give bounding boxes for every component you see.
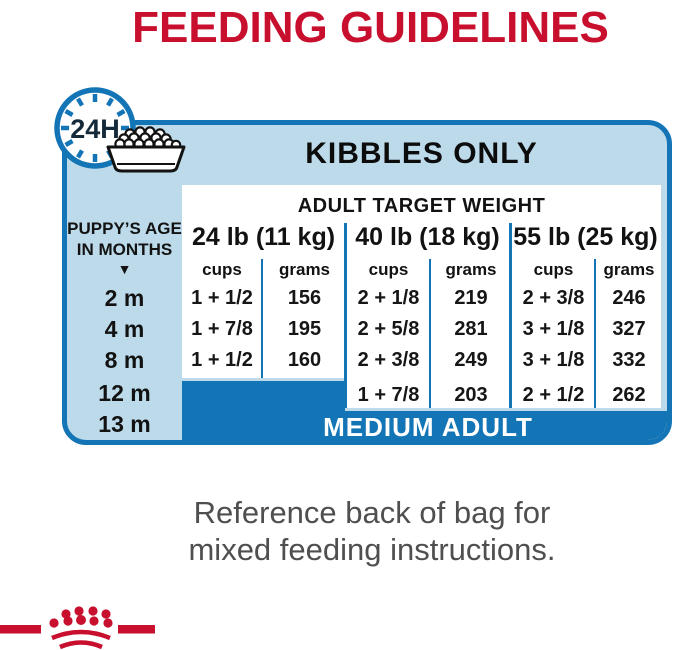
royal-canin-crown-logo [0,606,155,650]
unit-header-grams: grams [603,260,655,279]
weight-group-header-24lb: 24 lb (11 kg) [191,223,336,251]
table-cell: 281 [454,318,488,340]
table-cell: 2 + 5/8 [357,318,420,340]
age-row-label: 13 m [98,411,151,437]
grid-panel-40lb [345,185,510,408]
table-cell: 2 + 3/8 [522,287,585,309]
medium-adult-band [182,381,345,440]
table-cell: 1 + 1/2 [191,287,253,309]
column-divider [344,223,347,408]
note-line-2: mixed feeding instructions. [188,532,556,567]
age-row-label: 2 m [104,285,145,311]
table-cell: 156 [287,287,322,309]
unit-header-grams: grams [445,260,497,279]
note-text: Reference back of bag for mixed feeding … [65,494,679,568]
table-cell: 2 + 3/8 [357,349,420,371]
medium-adult-band [345,411,667,440]
table-cell: 3 + 1/8 [522,318,585,340]
table-cell: 2 + 1/2 [522,384,585,406]
age-arrow-icon: ▼ [117,261,132,277]
table-cell: 1 + 7/8 [357,384,420,406]
column-divider [261,259,263,378]
column-divider [429,259,431,408]
unit-header-cups: cups [533,260,574,279]
weight-group-header-55lb: 55 lb (25 kg) [513,223,658,251]
clock-24h-label: 24H [70,114,120,144]
table-cell: 1 + 1/2 [191,349,253,371]
kibble-bowl-icon [106,126,186,173]
age-column-header-line2: IN MONTHS [76,240,173,260]
note-line-1: Reference back of bag for [193,495,551,530]
table-cell: 327 [612,318,646,340]
age-column-header: PUPPY’S AGE IN MONTHS [67,218,182,261]
table-cell: 246 [612,287,646,309]
grid-panel-55lb [510,185,661,408]
age-row-label: 8 m [104,347,145,373]
table-cell: 195 [287,318,322,340]
weight-group-header-40lb: 40 lb (18 kg) [355,223,500,251]
table-cell: 249 [454,349,488,371]
column-divider [594,259,596,408]
table-cell: 160 [287,349,322,371]
grid-panel-24lb [182,185,345,378]
table-cell: 332 [612,349,646,371]
table-cell: 1 + 7/8 [191,318,253,340]
kibbles-only-heading: KIBBLES ONLY [305,137,538,170]
age-row-label: 12 m [98,380,151,406]
age-row-label: 4 m [104,316,145,342]
table-cell: 3 + 1/8 [522,349,585,371]
unit-header-grams: grams [278,260,331,279]
table-cell: 219 [454,287,488,309]
unit-header-cups: cups [368,260,409,279]
table-cell: 262 [612,384,646,406]
page-title: FEEDING GUIDELINES [132,3,609,52]
medium-adult-label: MEDIUM ADULT [323,412,533,442]
unit-header-cups: cups [202,260,242,279]
table-cell: 203 [454,384,488,406]
table-cell: 2 + 1/8 [357,287,420,309]
age-column-header-line1: PUPPY’S AGE [67,219,182,238]
feeding-table: KIBBLES ONLY ADULT TARGET WEIGHT 24 lb (… [62,120,672,445]
adult-target-weight-heading: ADULT TARGET WEIGHT [297,195,546,217]
column-divider [509,223,512,408]
